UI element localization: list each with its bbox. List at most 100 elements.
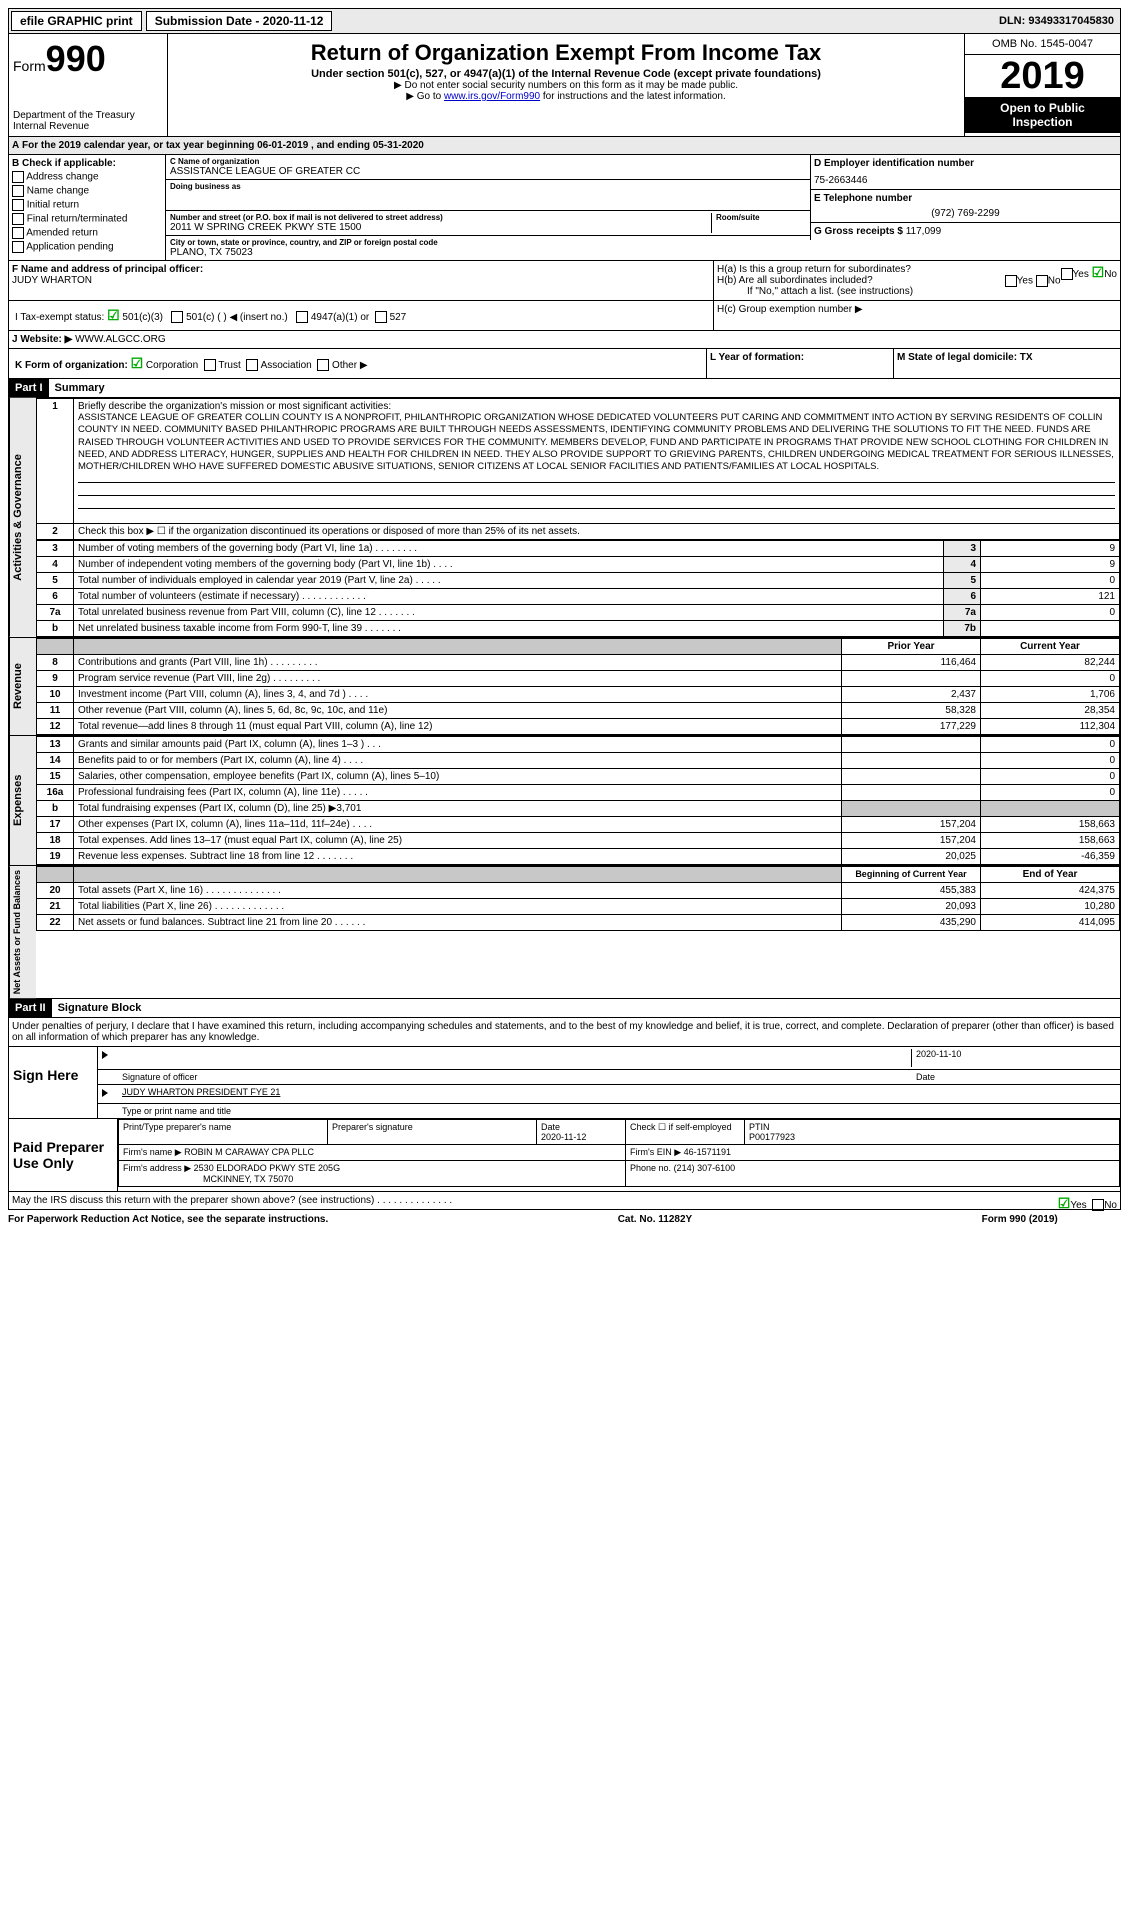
officer-name: JUDY WHARTON xyxy=(12,275,710,286)
table-row: 21Total liabilities (Part X, line 26) . … xyxy=(37,898,1120,914)
preparer-table: Print/Type preparer's name Preparer's si… xyxy=(118,1119,1120,1187)
period-text: For the 2019 calendar year, or tax year … xyxy=(22,140,424,151)
activities-section: Activities & Governance 1 Briefly descri… xyxy=(8,398,1121,638)
form-subtitle: Under section 501(c), 527, or 4947(a)(1)… xyxy=(172,68,960,80)
table-row: 22Net assets or fund balances. Subtract … xyxy=(37,914,1120,930)
governance-table: 3Number of voting members of the governi… xyxy=(36,540,1120,637)
perjury-statement: Under penalties of perjury, I declare th… xyxy=(8,1018,1121,1047)
efile-button[interactable]: efile GRAPHIC print xyxy=(11,11,142,31)
table-row: 19Revenue less expenses. Subtract line 1… xyxy=(37,848,1120,864)
form-note1: ▶ Do not enter social security numbers o… xyxy=(172,80,960,91)
officer-group-row: F Name and address of principal officer:… xyxy=(8,261,1121,301)
table-row: 7aTotal unrelated business revenue from … xyxy=(37,604,1120,620)
table-row: 13Grants and similar amounts paid (Part … xyxy=(37,736,1120,752)
firm-ein: 46-1571191 xyxy=(684,1147,731,1157)
part1-header: Part I xyxy=(9,379,49,397)
omb-number: OMB No. 1545-0047 xyxy=(965,34,1120,55)
phone-label: E Telephone number xyxy=(814,193,912,204)
tax-exempt-row: I Tax-exempt status: ☑ 501(c)(3) 501(c) … xyxy=(8,301,1121,331)
dept-label: Department of the Treasury xyxy=(13,110,163,121)
paid-preparer-section: Paid Preparer Use Only Print/Type prepar… xyxy=(8,1119,1121,1192)
top-bar: efile GRAPHIC print Submission Date - 20… xyxy=(8,8,1121,34)
form-title: Return of Organization Exempt From Incom… xyxy=(172,40,960,66)
section-b-label: B Check if applicable: xyxy=(12,158,162,169)
phone-value: (972) 769-2299 xyxy=(814,208,1117,219)
revenue-label: Revenue xyxy=(9,638,36,735)
section-b: B Check if applicable: Address change Na… xyxy=(9,155,166,260)
expenses-section: Expenses 13Grants and similar amounts pa… xyxy=(8,736,1121,866)
submission-date-button[interactable]: Submission Date - 2020-11-12 xyxy=(146,11,333,31)
table-row: bTotal fundraising expenses (Part IX, co… xyxy=(37,800,1120,816)
part2-header: Part II xyxy=(9,999,52,1017)
sign-here-label: Sign Here xyxy=(9,1047,98,1118)
gross-receipts: 117,099 xyxy=(906,226,941,237)
irs-link[interactable]: www.irs.gov/Form990 xyxy=(444,91,540,102)
website-row: J Website: ▶ WWW.ALGCC.ORG xyxy=(8,331,1121,349)
checkmark-icon: ☑ xyxy=(1092,264,1105,280)
revenue-section: Revenue Prior Year Current Year 8Contrib… xyxy=(8,638,1121,736)
year-formation-label: L Year of formation: xyxy=(710,352,804,363)
dln-label: DLN: 93493317045830 xyxy=(999,15,1118,27)
form-ref: Form 990 (2019) xyxy=(982,1214,1058,1225)
table-row: 20Total assets (Part X, line 16) . . . .… xyxy=(37,882,1120,898)
tax-year: 2019 xyxy=(965,55,1120,97)
triangle-icon xyxy=(102,1089,108,1097)
preparer-date: 2020-11-12 xyxy=(541,1132,586,1142)
catalog-number: Cat. No. 11282Y xyxy=(618,1214,692,1225)
table-row: 11Other revenue (Part VIII, column (A), … xyxy=(37,702,1120,718)
table-row: 12Total revenue—add lines 8 through 11 (… xyxy=(37,718,1120,734)
group-exemption-label: H(c) Group exemption number ▶ xyxy=(717,304,863,315)
table-row: 16aProfessional fundraising fees (Part I… xyxy=(37,784,1120,800)
firm-address: 2530 ELDORADO PKWY STE 205G xyxy=(194,1163,340,1173)
form-header: Form990 Department of the Treasury Inter… xyxy=(8,34,1121,137)
sign-here-section: Sign Here 2020-11-10 Signature of office… xyxy=(8,1047,1121,1119)
sig-date: 2020-11-10 xyxy=(911,1049,1116,1067)
firm-name: ROBIN M CARAWAY CPA PLLC xyxy=(184,1147,314,1157)
form-number: Form990 xyxy=(13,38,163,80)
table-row: 10Investment income (Part VIII, column (… xyxy=(37,686,1120,702)
netassets-label: Net Assets or Fund Balances xyxy=(9,866,36,998)
revenue-table: Prior Year Current Year 8Contributions a… xyxy=(36,638,1120,735)
org-form-row: K Form of organization: ☑ Corporation Tr… xyxy=(8,349,1121,379)
activities-table: 1 Briefly describe the organization's mi… xyxy=(36,398,1120,540)
officer-printed-name: JUDY WHARTON PRESIDENT FYE 21 xyxy=(122,1087,280,1097)
table-row: 17Other expenses (Part IX, column (A), l… xyxy=(37,816,1120,832)
officer-label: F Name and address of principal officer: xyxy=(12,264,203,275)
mission-text: ASSISTANCE LEAGUE OF GREATER COLLIN COUN… xyxy=(78,412,1114,472)
part2-header-row: Part II Signature Block xyxy=(8,999,1121,1018)
form-note2: ▶ Go to www.irs.gov/Form990 for instruct… xyxy=(172,91,960,102)
activities-label: Activities & Governance xyxy=(9,398,36,637)
expenses-label: Expenses xyxy=(9,736,36,865)
org-name: ASSISTANCE LEAGUE OF GREATER CC xyxy=(170,166,806,177)
inspection-label: Open to Public Inspection xyxy=(965,97,1120,133)
netassets-section: Net Assets or Fund Balances Beginning of… xyxy=(8,866,1121,999)
checkmark-icon: ☑ xyxy=(131,355,144,371)
part1-header-row: Part I Summary xyxy=(8,379,1121,398)
table-row: 4Number of independent voting members of… xyxy=(37,556,1120,572)
org-city: PLANO, TX 75023 xyxy=(170,247,806,258)
table-row: 5Total number of individuals employed in… xyxy=(37,572,1120,588)
firm-phone: (214) 307-6100 xyxy=(674,1163,736,1173)
checkmark-icon: ☑ xyxy=(1058,1195,1071,1211)
discuss-row: May the IRS discuss this return with the… xyxy=(8,1192,1121,1210)
irs-label: Internal Revenue xyxy=(13,121,163,132)
expenses-table: 13Grants and similar amounts paid (Part … xyxy=(36,736,1120,865)
ptin-value: P00177923 xyxy=(749,1132,795,1142)
pra-notice: For Paperwork Reduction Act Notice, see … xyxy=(8,1214,328,1225)
ein-label: D Employer identification number xyxy=(814,158,974,169)
table-row: 15Salaries, other compensation, employee… xyxy=(37,768,1120,784)
state-domicile: M State of legal domicile: TX xyxy=(897,352,1033,363)
table-row: 9Program service revenue (Part VIII, lin… xyxy=(37,670,1120,686)
table-row: 18Total expenses. Add lines 13–17 (must … xyxy=(37,832,1120,848)
right-info-col: D Employer identification number 75-2663… xyxy=(810,155,1120,260)
identity-block: B Check if applicable: Address change Na… xyxy=(8,155,1121,261)
table-row: bNet unrelated business taxable income f… xyxy=(37,620,1120,636)
table-row: 3Number of voting members of the governi… xyxy=(37,540,1120,556)
checkmark-icon: ☑ xyxy=(107,307,120,323)
website-url: WWW.ALGCC.ORG xyxy=(75,334,166,345)
table-row: 8Contributions and grants (Part VIII, li… xyxy=(37,654,1120,670)
netassets-table: Beginning of Current Year End of Year 20… xyxy=(36,866,1120,931)
section-c: C Name of organization ASSISTANCE LEAGUE… xyxy=(166,155,810,260)
period-row: A For the 2019 calendar year, or tax yea… xyxy=(8,137,1121,155)
table-row: 14Benefits paid to or for members (Part … xyxy=(37,752,1120,768)
